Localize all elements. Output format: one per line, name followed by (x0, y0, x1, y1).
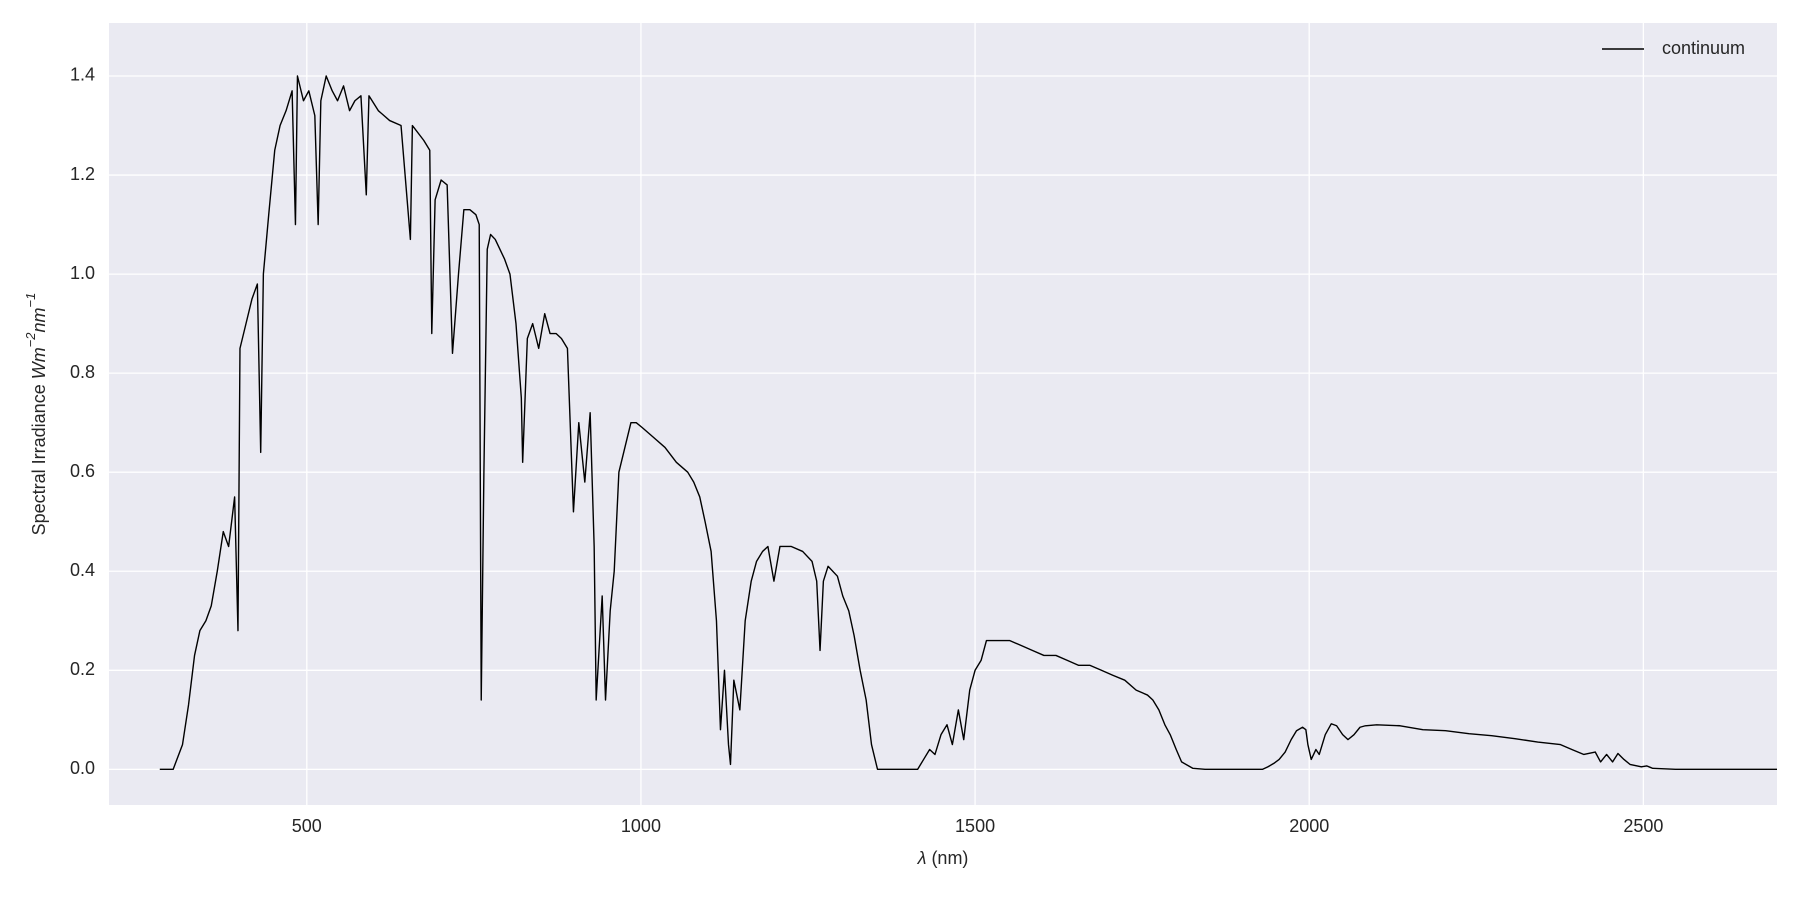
y-label-unit: Wm (29, 347, 49, 379)
x-label-symbol: λ (917, 848, 927, 868)
y-label-sup: −2 (23, 332, 38, 348)
y-tick-label: 1.0 (70, 263, 95, 283)
y-label-unit: nm (29, 307, 49, 332)
y-tick-label: 0.0 (70, 758, 95, 778)
y-tick-label: 1.4 (70, 65, 95, 85)
line-series (159, 75, 1777, 771)
y-tick-label: 1.2 (70, 164, 95, 184)
labels: 0.0 0.2 0.4 0.6 0.8 1.0 1.2 1.4 500 1000 1500 2000 2… (70, 65, 1663, 836)
y-tick-label: 0.2 (70, 659, 95, 679)
x-axis-label: λ (nm) (917, 848, 969, 868)
x-tick-label: 500 (292, 816, 322, 836)
plot-area (109, 23, 1777, 805)
marks (159, 75, 1777, 771)
x-label-text: (nm) (931, 848, 968, 868)
y-tick-label: 0.4 (70, 560, 95, 580)
y-axis-label: Spectral Irradiance Wm−2​nm−1​ (23, 293, 48, 536)
x-tick-label: 1000 (621, 816, 661, 836)
y-label-sup: −1 (23, 293, 38, 308)
legend: continuum (1602, 38, 1745, 58)
x-tick-label: 1500 (955, 816, 995, 836)
x-tick-label: 2500 (1623, 816, 1663, 836)
y-tick-label: 0.8 (70, 362, 95, 382)
y-label-text: Spectral Irradiance (29, 384, 49, 535)
x-tick-label: 2000 (1289, 816, 1329, 836)
grid (109, 23, 1777, 805)
y-tick-label: 0.6 (70, 461, 95, 481)
legend-label: continuum (1662, 38, 1745, 58)
